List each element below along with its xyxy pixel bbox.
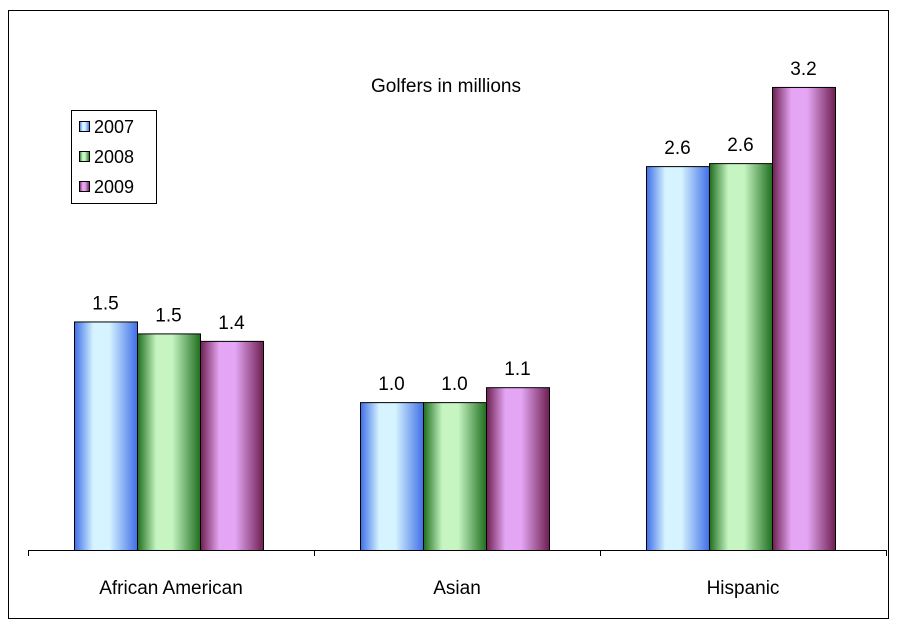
data-label-african-american-2007: 1.5 [92, 293, 118, 314]
category-label-asian: Asian [433, 578, 481, 599]
category-label-african-american: African American [99, 578, 243, 599]
legend-swatch-2009 [79, 181, 90, 192]
legend-label-2008: 2008 [94, 147, 134, 167]
bar-hispanic-2009 [772, 86, 836, 551]
data-label-hispanic-2009: 3.2 [790, 59, 816, 80]
bar-asian-2008 [423, 402, 487, 551]
legend: 2007 2008 2009 [71, 110, 157, 204]
bar-asian-2007 [360, 402, 424, 551]
bar-hispanic-2008 [709, 163, 773, 551]
legend-swatch-2008 [79, 151, 90, 162]
legend-item-2007: 2007 [79, 117, 134, 137]
bar-african-american-2009 [200, 340, 264, 551]
chart-title: Golfers in millions [371, 76, 521, 97]
bar-asian-2009 [486, 387, 550, 551]
legend-label-2007: 2007 [94, 117, 134, 137]
legend-swatch-2007 [79, 121, 90, 132]
data-label-asian-2009: 1.1 [504, 359, 530, 380]
data-labels-layer: 1.5 1.5 1.4 1.0 1.0 1.1 2.6 2.6 3.2 [92, 59, 816, 395]
data-label-african-american-2008: 1.5 [155, 305, 181, 326]
data-label-asian-2008: 1.0 [441, 374, 467, 395]
data-label-hispanic-2007: 2.6 [664, 138, 690, 159]
legend-label-2009: 2009 [94, 177, 134, 197]
legend-item-2009: 2009 [79, 177, 134, 197]
data-label-african-american-2009: 1.4 [218, 313, 245, 334]
legend-item-2008: 2008 [79, 147, 134, 167]
x-axis-ticks [28, 550, 887, 556]
category-label-hispanic: Hispanic [707, 578, 780, 599]
bar-hispanic-2007 [646, 166, 710, 551]
data-label-hispanic-2008: 2.6 [727, 135, 753, 156]
bar-african-american-2008 [137, 333, 201, 551]
data-label-asian-2007: 1.0 [378, 374, 404, 395]
bar-african-american-2007 [74, 321, 138, 551]
